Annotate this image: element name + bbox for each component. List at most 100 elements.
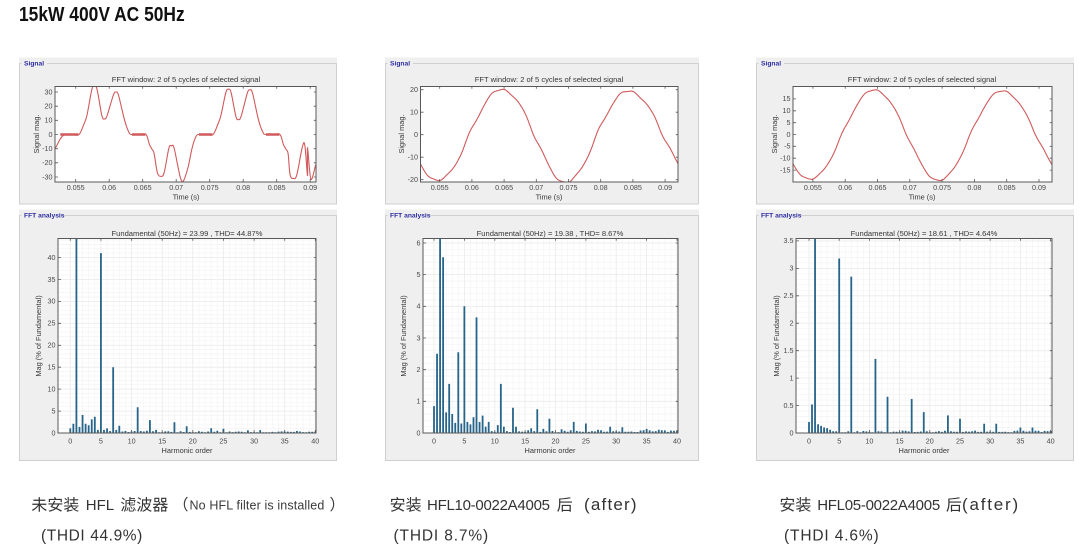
svg-text:25: 25 xyxy=(956,436,964,445)
svg-text:0.07: 0.07 xyxy=(169,183,183,192)
svg-text:-10: -10 xyxy=(408,153,418,162)
svg-text:Signal mag.: Signal mag. xyxy=(397,114,406,153)
svg-text:Signal: Signal xyxy=(24,60,44,67)
svg-text:0: 0 xyxy=(417,428,421,437)
svg-text:HFL10-0022A4005: HFL10-0022A4005 xyxy=(427,497,550,514)
svg-text:0.06: 0.06 xyxy=(838,183,852,192)
svg-text:Mag (% of Fundamental): Mag (% of Fundamental) xyxy=(399,295,408,376)
svg-text:30: 30 xyxy=(250,436,258,445)
svg-text:0.07: 0.07 xyxy=(903,183,917,192)
svg-text:2.5: 2.5 xyxy=(784,291,794,300)
svg-text:10: 10 xyxy=(865,436,873,445)
svg-text:3: 3 xyxy=(790,264,794,273)
svg-text:Time (s): Time (s) xyxy=(173,192,200,201)
svg-text:0.065: 0.065 xyxy=(869,183,887,192)
svg-text:0: 0 xyxy=(52,428,56,437)
svg-text:5: 5 xyxy=(837,436,841,445)
svg-text:5: 5 xyxy=(99,436,103,445)
svg-text:(after): (after) xyxy=(584,495,638,514)
svg-text:10: 10 xyxy=(783,106,791,115)
svg-text:35: 35 xyxy=(1016,436,1024,445)
svg-text:FFT window: 2 of 5 cycles of s: FFT window: 2 of 5 cycles of selected si… xyxy=(112,75,261,84)
svg-text:FFT analysis: FFT analysis xyxy=(390,212,431,219)
svg-text:0.085: 0.085 xyxy=(998,183,1016,192)
svg-text:25: 25 xyxy=(219,436,227,445)
svg-text:0.08: 0.08 xyxy=(236,183,250,192)
svg-text:0: 0 xyxy=(807,436,811,445)
svg-text:Signal: Signal xyxy=(390,60,410,67)
svg-text:HFL05-0022A4005: HFL05-0022A4005 xyxy=(817,497,940,514)
svg-text:0.085: 0.085 xyxy=(268,183,286,192)
svg-text:2: 2 xyxy=(790,319,794,328)
svg-text:Mag (% of Fundamental): Mag (% of Fundamental) xyxy=(772,295,781,376)
svg-text:0.085: 0.085 xyxy=(624,183,642,192)
svg-text:0.09: 0.09 xyxy=(658,183,672,192)
svg-text:0.06: 0.06 xyxy=(465,183,479,192)
svg-text:0: 0 xyxy=(68,436,72,445)
svg-text:0: 0 xyxy=(414,130,418,139)
svg-text:0.08: 0.08 xyxy=(967,183,981,192)
svg-text:0.5: 0.5 xyxy=(784,401,794,410)
svg-text:10: 10 xyxy=(48,384,56,393)
svg-text:15: 15 xyxy=(783,94,791,103)
svg-text:0.055: 0.055 xyxy=(67,183,85,192)
svg-text:-20: -20 xyxy=(42,158,52,167)
svg-text:-10: -10 xyxy=(42,144,52,153)
svg-text:0.065: 0.065 xyxy=(134,183,152,192)
svg-text:(THDI 44.9%): (THDI 44.9%) xyxy=(41,528,143,545)
svg-text:35: 35 xyxy=(643,436,651,445)
svg-text:10: 10 xyxy=(45,116,53,125)
svg-text:-20: -20 xyxy=(408,175,418,184)
svg-text:Harmonic order: Harmonic order xyxy=(899,446,950,455)
svg-text:(after): (after) xyxy=(962,495,1020,514)
svg-text:Signal mag.: Signal mag. xyxy=(32,114,41,153)
svg-text:(THDI 8.7%): (THDI 8.7%) xyxy=(394,528,489,545)
svg-text:20: 20 xyxy=(189,436,197,445)
svg-text:5: 5 xyxy=(462,436,466,445)
svg-text:20: 20 xyxy=(48,341,56,350)
svg-text:30: 30 xyxy=(612,436,620,445)
svg-text:35: 35 xyxy=(48,275,56,284)
svg-text:25: 25 xyxy=(48,319,56,328)
svg-text:0.055: 0.055 xyxy=(431,183,449,192)
svg-text:0.07: 0.07 xyxy=(529,183,543,192)
svg-text:5: 5 xyxy=(52,406,56,415)
svg-text:FFT window: 2 of 5 cycles of s: FFT window: 2 of 5 cycles of selected si… xyxy=(848,75,997,84)
svg-text:0: 0 xyxy=(432,436,436,445)
svg-text:1: 1 xyxy=(417,397,421,406)
svg-text:0.06: 0.06 xyxy=(102,183,116,192)
svg-text:30: 30 xyxy=(48,297,56,306)
svg-text:0: 0 xyxy=(790,428,794,437)
svg-text:0.075: 0.075 xyxy=(933,183,951,192)
svg-text:(THDI 4.6%): (THDI 4.6%) xyxy=(784,528,879,545)
svg-text:0: 0 xyxy=(787,130,791,139)
svg-text:Fundamental (50Hz) = 18.61 , T: Fundamental (50Hz) = 18.61 , THD= 4.64% xyxy=(851,229,998,238)
svg-text:40: 40 xyxy=(1047,436,1055,445)
svg-text:3: 3 xyxy=(417,333,421,342)
svg-text:40: 40 xyxy=(48,253,56,262)
svg-text:Signal: Signal xyxy=(761,60,781,67)
svg-text:2: 2 xyxy=(417,365,421,374)
svg-text:Harmonic order: Harmonic order xyxy=(162,446,213,455)
svg-text:15: 15 xyxy=(158,436,166,445)
svg-text:0.09: 0.09 xyxy=(303,183,317,192)
svg-text:0.08: 0.08 xyxy=(594,183,608,192)
svg-text:1: 1 xyxy=(790,373,794,382)
svg-text:10: 10 xyxy=(410,108,418,117)
svg-text:20: 20 xyxy=(926,436,934,445)
svg-text:-5: -5 xyxy=(784,142,790,151)
svg-text:-10: -10 xyxy=(780,154,790,163)
svg-text:6: 6 xyxy=(417,238,421,247)
svg-text:4: 4 xyxy=(417,302,421,311)
svg-text:FFT analysis: FFT analysis xyxy=(24,212,65,219)
svg-text:-15: -15 xyxy=(780,165,790,174)
svg-text:5: 5 xyxy=(787,118,791,127)
svg-text:-30: -30 xyxy=(42,172,52,181)
svg-text:10: 10 xyxy=(128,436,136,445)
svg-text:Fundamental (50Hz) = 23.99 , T: Fundamental (50Hz) = 23.99 , THD= 44.87% xyxy=(112,229,263,238)
svg-text:Time (s): Time (s) xyxy=(536,192,563,201)
svg-text:0.075: 0.075 xyxy=(560,183,578,192)
svg-text:Signal mag.: Signal mag. xyxy=(770,114,779,153)
svg-text:10: 10 xyxy=(491,436,499,445)
svg-text:25: 25 xyxy=(582,436,590,445)
